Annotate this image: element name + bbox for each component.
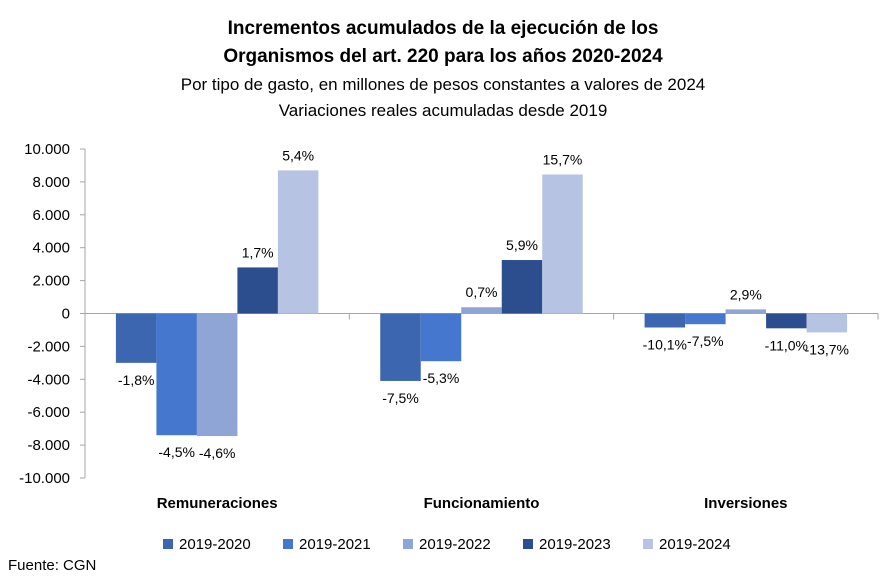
axes: 10.000 8.000 6.000 4.000 2.000 0 -2.000 -4.000 -… <box>19 141 879 512</box>
legend-swatch <box>523 539 533 549</box>
data-label: 15,7% <box>543 151 583 167</box>
y-tick-label: 10.000 <box>24 141 70 158</box>
data-label: 5,4% <box>282 147 314 163</box>
category-label: Remuneraciones <box>157 495 278 512</box>
category-label: Funcionamiento <box>424 495 540 512</box>
chart-subtitle-line-2: Variaciones reales acumuladas desde 2019 <box>279 101 608 120</box>
data-label: 5,9% <box>506 237 538 253</box>
bar <box>156 313 197 436</box>
data-label: 1,7% <box>242 244 274 260</box>
category-label: Inversiones <box>704 495 787 512</box>
bars <box>115 170 848 437</box>
bar <box>380 313 421 381</box>
legend-label: 2019-2023 <box>539 536 611 553</box>
data-label: -13,7% <box>805 341 849 357</box>
y-tick-label: 6.000 <box>32 207 70 224</box>
y-tick-label: 4.000 <box>32 240 70 257</box>
legend-swatch <box>283 539 293 549</box>
y-tick-label: -6.000 <box>27 404 70 421</box>
bar <box>115 313 157 363</box>
bar <box>501 260 543 314</box>
bar <box>644 313 686 328</box>
bar <box>542 174 583 314</box>
data-label: -7,5% <box>687 333 724 349</box>
chart-title-line-1: Incrementos acumulados de la ejecución d… <box>228 18 659 39</box>
data-labels: -1,8%-7,5%-10,1%-4,5%-5,3%-7,5%-4,6%0,7%… <box>118 147 849 461</box>
bar <box>461 307 502 314</box>
data-label: -4,5% <box>158 444 195 460</box>
data-label: -4,6% <box>199 445 236 461</box>
chart-subtitle-line-1: Por tipo de gasto, en millones de pesos … <box>181 75 706 94</box>
bar <box>196 313 238 437</box>
legend-swatch <box>163 539 173 549</box>
legend-label: 2019-2020 <box>179 536 251 553</box>
y-tick-label: -8.000 <box>27 437 70 454</box>
data-label: -5,3% <box>423 370 460 386</box>
legend-label: 2019-2021 <box>299 536 371 553</box>
data-label: 2,9% <box>730 286 762 302</box>
y-tick-label: -10.000 <box>19 470 70 487</box>
bar <box>806 313 848 333</box>
y-tick-label: -2.000 <box>27 338 70 355</box>
legend: 2019-2020 2019-2021 2019-2022 2019-2023 2019… <box>163 536 731 553</box>
data-label: -11,0% <box>765 337 808 353</box>
y-tick-label: -4.000 <box>27 371 70 388</box>
chart-title-line-2: Organismos del art. 220 para los años 20… <box>223 46 663 67</box>
bar <box>685 313 726 325</box>
source-note: Fuente: CGN <box>8 557 96 574</box>
legend-swatch <box>403 539 413 549</box>
bar <box>725 309 767 314</box>
data-label: 0,7% <box>466 284 498 300</box>
legend-label: 2019-2024 <box>659 536 731 553</box>
data-label: -1,8% <box>118 372 155 388</box>
y-tick-label: 0 <box>62 306 70 323</box>
bar <box>420 313 462 362</box>
y-tick-label: 8.000 <box>32 174 70 191</box>
bar <box>237 267 278 314</box>
data-label: -7,5% <box>382 390 419 406</box>
bar <box>277 170 319 314</box>
legend-swatch <box>643 539 653 549</box>
legend-label: 2019-2022 <box>419 536 491 553</box>
data-label: -10,1% <box>643 336 687 352</box>
bar <box>766 313 807 329</box>
y-tick-label: 2.000 <box>32 273 70 290</box>
